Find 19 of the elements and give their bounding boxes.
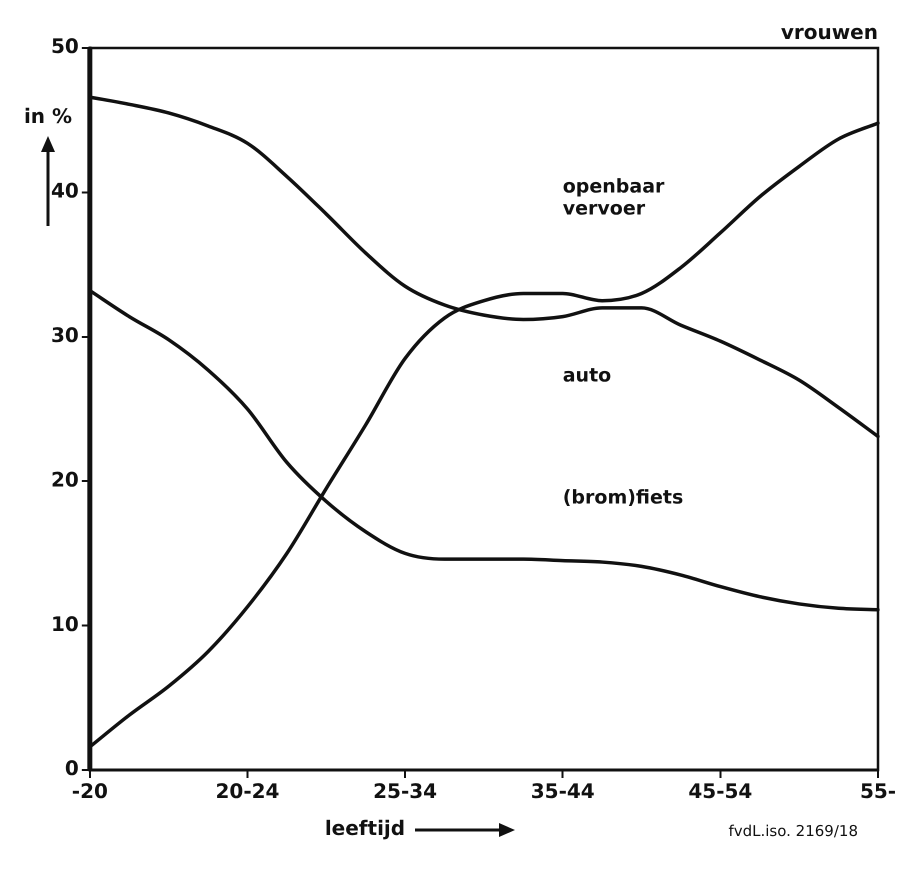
y-tick-label: 0 xyxy=(64,756,79,780)
x-tick-label: 20-24 xyxy=(215,779,280,804)
y-tick-label: 10 xyxy=(50,612,79,636)
y-tick-label: 30 xyxy=(50,323,79,348)
y-tick-label: 50 xyxy=(50,34,79,58)
text: fvdL.iso. 2169/18 xyxy=(728,822,858,840)
x-tick-label: 55- xyxy=(860,779,896,804)
x-tick-label: -20 xyxy=(72,779,108,804)
x-tick-label: 45-54 xyxy=(688,779,752,804)
x-tick-label: 25-34 xyxy=(373,779,438,804)
x-tick-label: 35-44 xyxy=(530,779,595,804)
text: auto xyxy=(562,364,612,387)
chart-subtitle: vrouwen xyxy=(780,20,878,44)
y-axis-title: in % xyxy=(24,104,72,128)
y-tick-label: 20 xyxy=(50,467,79,492)
text: (brom)fiets xyxy=(562,486,684,509)
x-axis-title: leeftijd xyxy=(324,816,406,840)
text: openbaar vervoer xyxy=(562,175,666,220)
y-tick-label: 40 xyxy=(50,178,79,203)
